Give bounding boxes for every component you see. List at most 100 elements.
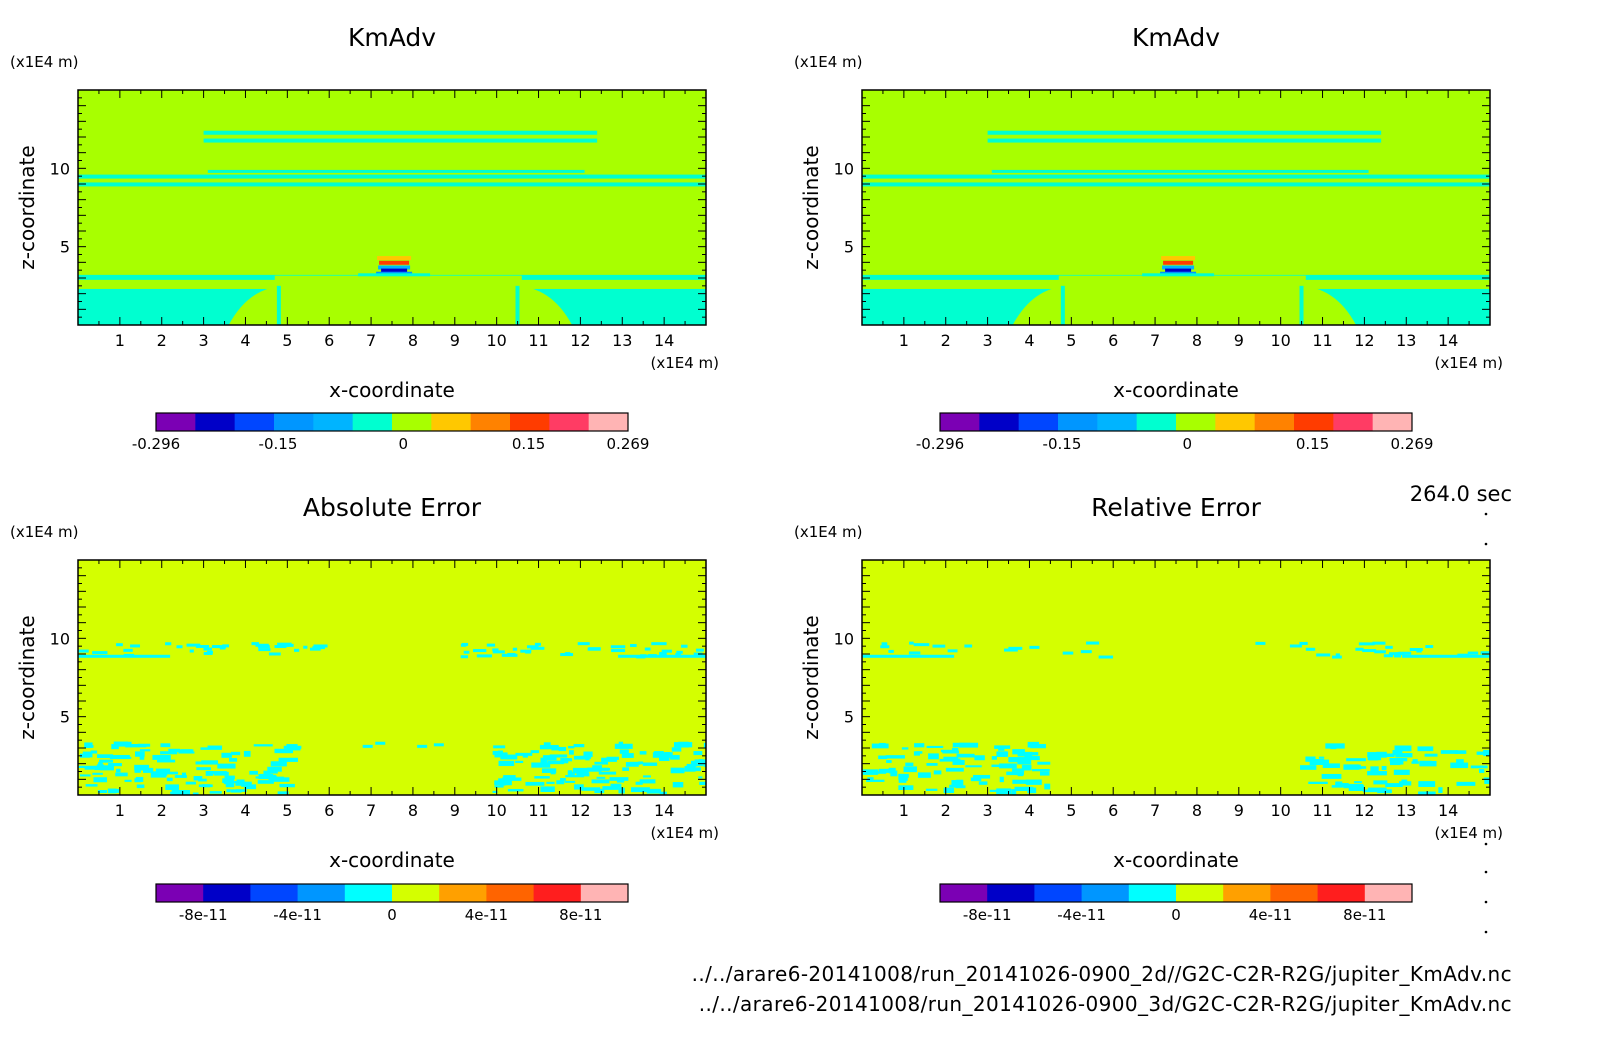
- anomaly-band-3: [1162, 265, 1195, 270]
- error-speckle: [534, 776, 550, 779]
- error-speckle: [139, 753, 145, 760]
- error-speckle: [1480, 651, 1490, 655]
- x-tick-label: 11: [528, 331, 548, 350]
- error-speckle: [362, 744, 373, 748]
- error-speckle: [943, 787, 955, 794]
- cyan-band-z12a: [987, 130, 1382, 135]
- error-speckle: [251, 642, 259, 646]
- error-speckle: [673, 742, 693, 748]
- error-speckle: [1343, 764, 1360, 770]
- plot-area: [862, 560, 1490, 795]
- error-speckle: [244, 784, 257, 790]
- error-speckle: [130, 743, 147, 748]
- error-speckle: [193, 776, 203, 781]
- error-speckle: [1017, 751, 1033, 757]
- error-speckle: [974, 755, 985, 761]
- error-speckle: [1470, 765, 1488, 769]
- error-speckle: [531, 762, 551, 768]
- error-speckle: [867, 777, 874, 782]
- error-speckle: [905, 762, 914, 767]
- error-speckle: [515, 752, 533, 756]
- colorbar-segment: [1254, 413, 1295, 431]
- error-speckle: [185, 781, 196, 785]
- central-dome: [1012, 285, 1357, 325]
- y-axis-label: z-coordinate: [15, 145, 39, 269]
- error-speckle: [579, 755, 592, 759]
- margin-dot: [1484, 542, 1488, 546]
- error-speckle: [888, 767, 896, 774]
- error-speckle: [492, 790, 498, 793]
- colorbar-segment: [1058, 413, 1098, 431]
- y-tick-label: 10: [50, 159, 70, 178]
- error-speckle: [525, 650, 531, 654]
- error-speckle: [570, 772, 575, 775]
- error-speckle: [150, 772, 167, 778]
- error-speckle: [1374, 753, 1395, 757]
- chart-title: KmAdv: [348, 23, 436, 52]
- error-speckle: [1321, 773, 1342, 779]
- x-tick-label: 2: [941, 801, 951, 820]
- error-speckle: [1372, 641, 1386, 645]
- error-speckle: [1456, 759, 1464, 764]
- error-speckle: [926, 745, 944, 748]
- error-speckle: [572, 767, 589, 772]
- error-speckle: [643, 775, 651, 778]
- error-speckle: [1331, 785, 1343, 788]
- error-speckle: [670, 754, 680, 760]
- error-speckle: [1399, 781, 1412, 786]
- error-speckle: [1424, 753, 1438, 757]
- colorbar-tick-label: 0: [399, 435, 409, 453]
- error-speckle: [230, 751, 241, 756]
- error-speckle: [1362, 649, 1377, 653]
- error-speckle: [675, 653, 681, 657]
- error-speckle: [1322, 763, 1340, 769]
- error-speckle: [542, 755, 557, 761]
- error-speckle: [178, 751, 195, 754]
- colorbar-segment: [1176, 413, 1216, 431]
- error-speckle: [699, 781, 706, 785]
- dome-edge-right: [1299, 285, 1304, 325]
- x-tick-label: 14: [654, 331, 674, 350]
- error-speckle: [1037, 761, 1051, 765]
- chart-title: KmAdv: [1132, 23, 1220, 52]
- error-speckle: [253, 744, 273, 747]
- y-unit-label: (x1E4 m): [794, 53, 863, 71]
- y-tick-label: 5: [844, 238, 854, 257]
- x-tick-label: 14: [654, 801, 674, 820]
- error-speckle: [973, 774, 991, 779]
- error-speckle: [222, 644, 230, 648]
- error-speckle: [85, 784, 98, 787]
- x-unit-label: (x1E4 m): [1434, 354, 1503, 372]
- error-speckle: [1374, 650, 1386, 654]
- error-speckle: [225, 781, 235, 788]
- error-speckle: [201, 784, 211, 788]
- error-speckle: [899, 773, 909, 778]
- error-speckle: [878, 768, 891, 773]
- error-speckle: [257, 780, 274, 784]
- colorbar-segment: [297, 884, 346, 902]
- x-tick-label: 1: [115, 331, 125, 350]
- x-tick-label: 12: [570, 331, 590, 350]
- error-speckle: [203, 647, 212, 651]
- x-tick-label: 13: [1396, 801, 1416, 820]
- error-speckle: [277, 791, 289, 795]
- colorbar-segment: [1176, 884, 1224, 902]
- error-speckle: [696, 759, 706, 764]
- error-speckle: [92, 651, 108, 655]
- x-tick-label: 7: [1150, 801, 1160, 820]
- error-speckle: [530, 750, 540, 754]
- error-speckle: [543, 742, 551, 747]
- error-speckle: [460, 655, 469, 659]
- error-speckle: [165, 771, 179, 775]
- colorbar-segment: [987, 884, 1035, 902]
- dome-edge-left: [276, 285, 281, 325]
- error-speckle: [1367, 771, 1387, 776]
- error-speckle: [999, 763, 1017, 769]
- error-speckle: [97, 790, 108, 794]
- error-speckle: [1450, 762, 1469, 769]
- colorbar-segment: [1215, 413, 1256, 431]
- error-speckle: [614, 743, 633, 749]
- error-speckle: [507, 652, 516, 656]
- error-speckle: [268, 652, 281, 656]
